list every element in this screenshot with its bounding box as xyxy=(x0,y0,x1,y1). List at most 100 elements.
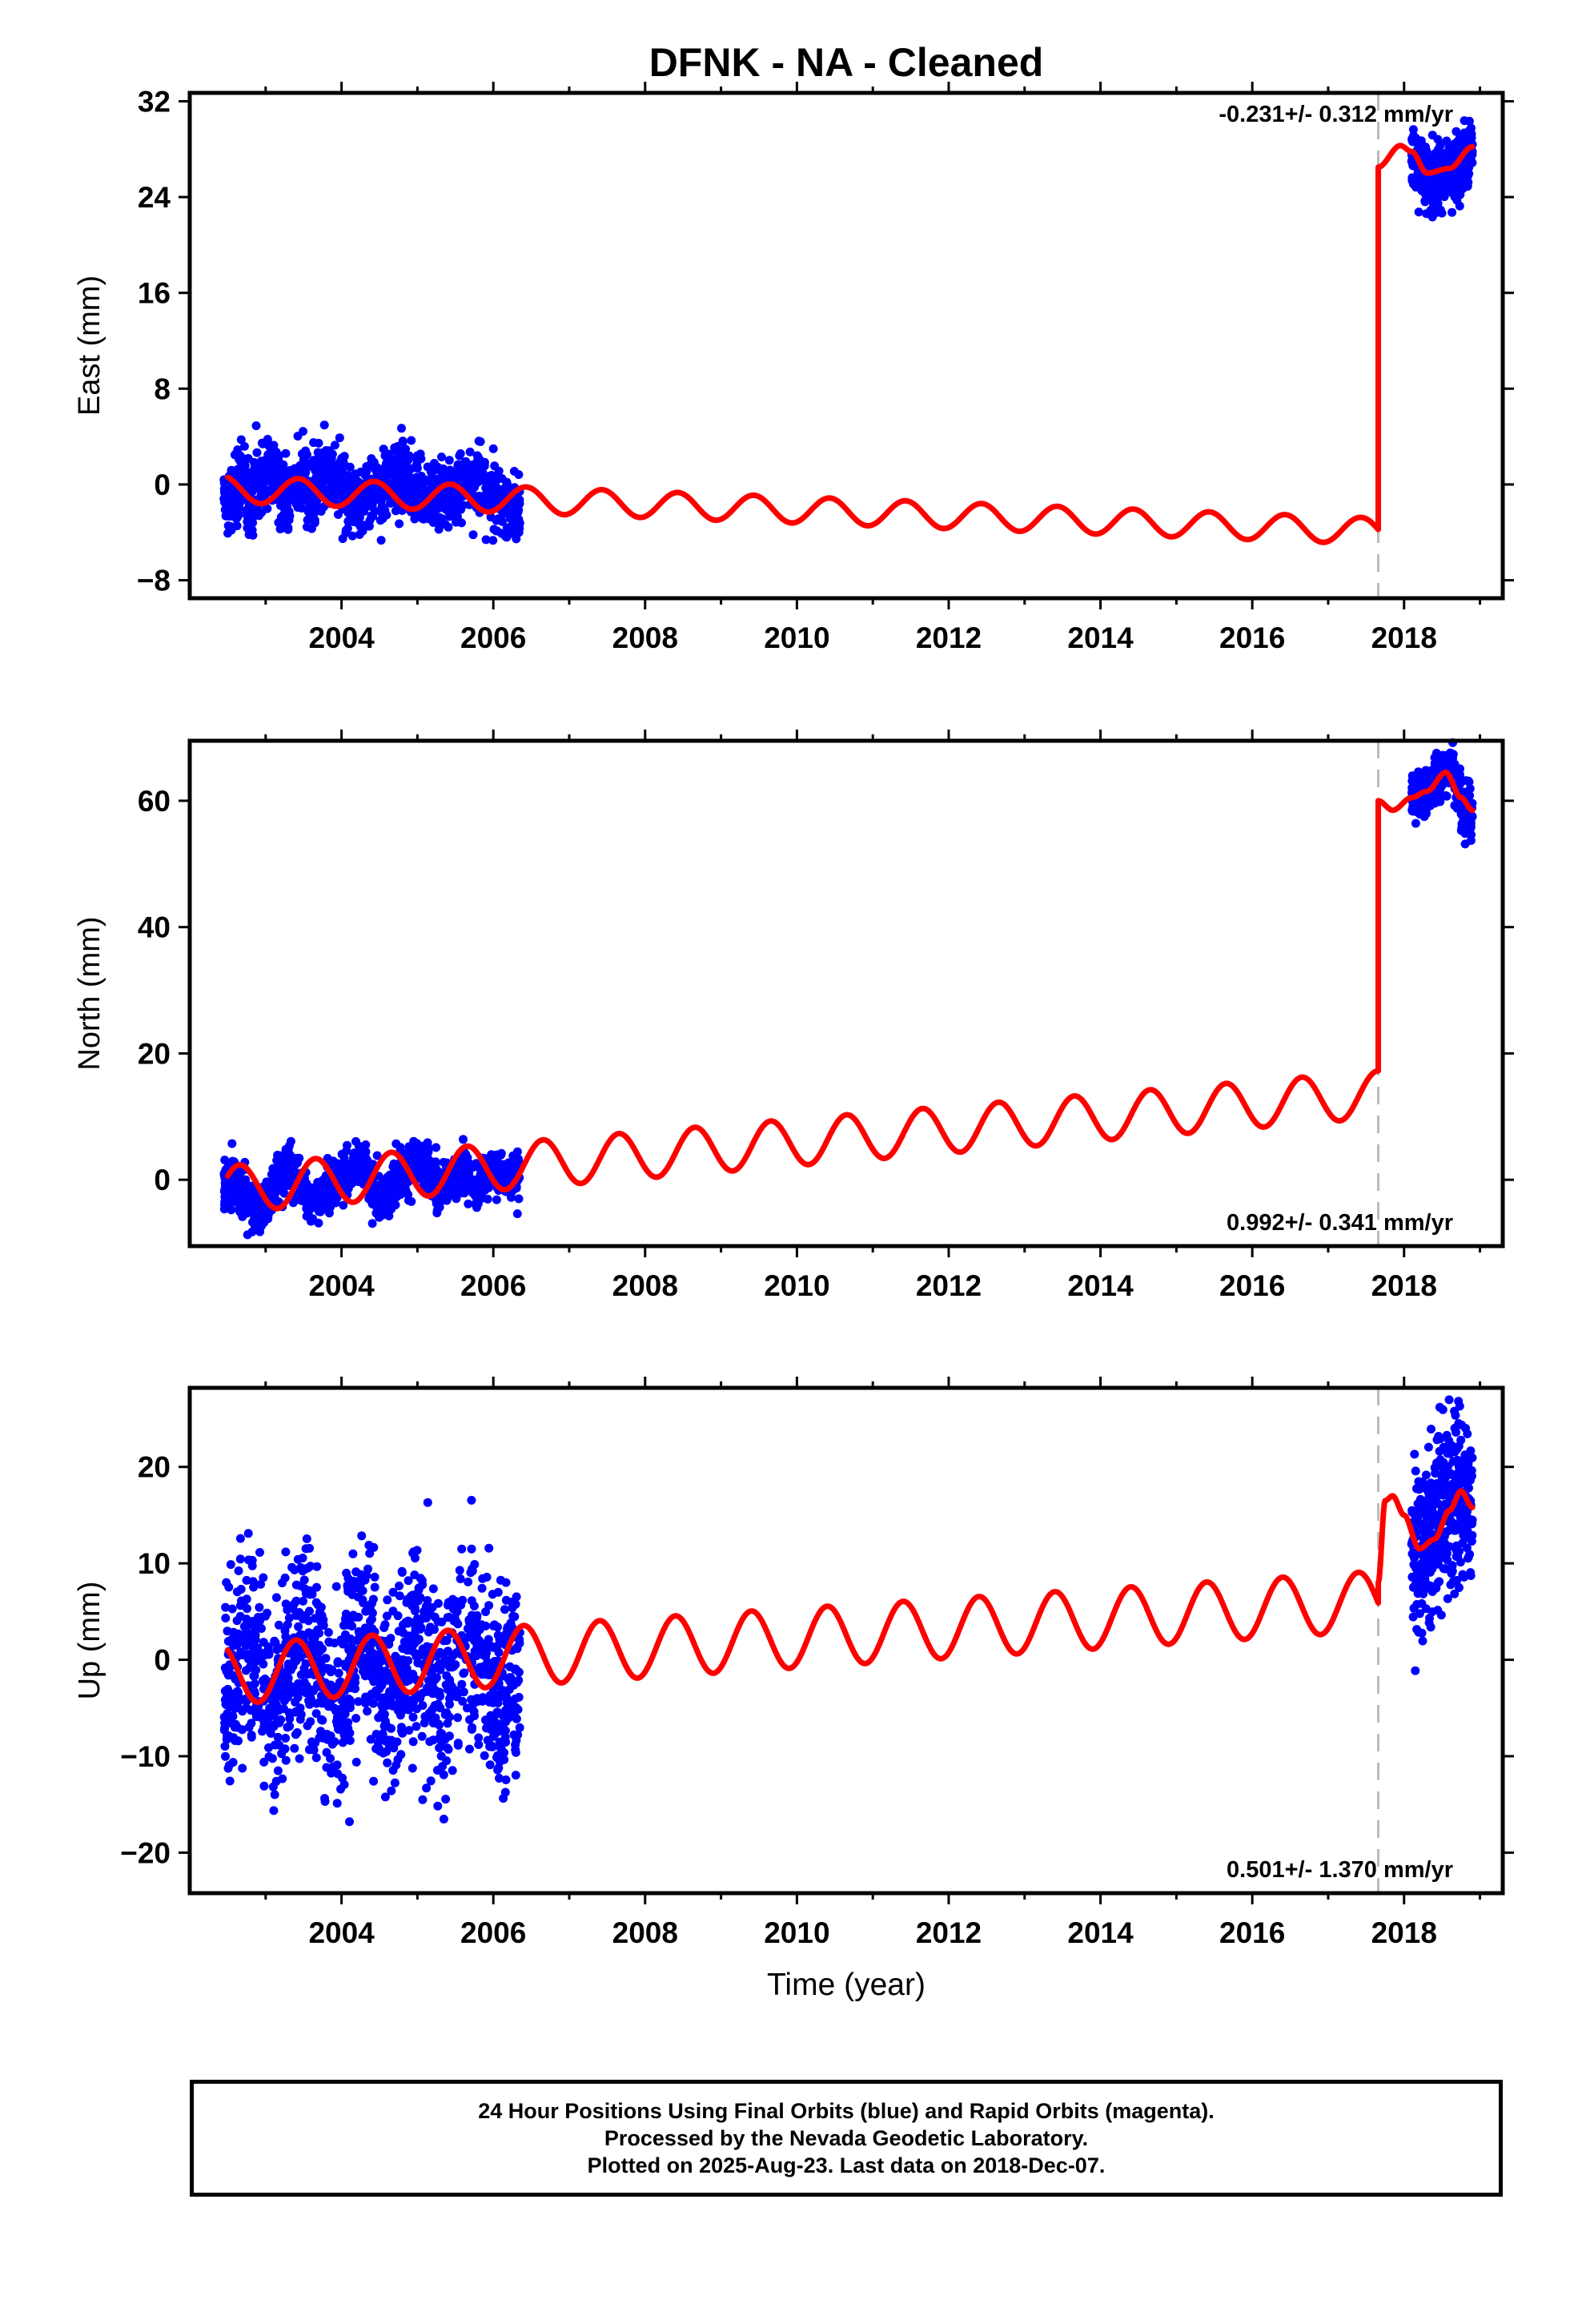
x-tick-label: 2006 xyxy=(460,621,526,654)
rate-annotation: -0.231+/- 0.312 mm/yr xyxy=(1219,102,1453,127)
data-point xyxy=(255,1548,264,1557)
series-point xyxy=(268,465,278,475)
data-point xyxy=(221,500,231,509)
data-point xyxy=(1452,195,1462,205)
data-point xyxy=(251,421,261,431)
data-point xyxy=(1452,127,1461,136)
y-tick-label: 24 xyxy=(138,181,171,214)
x-tick-label: 2012 xyxy=(916,1269,982,1302)
data-point xyxy=(442,1636,452,1645)
data-point xyxy=(488,1153,497,1163)
series-point xyxy=(488,489,498,499)
data-point xyxy=(1427,1425,1435,1433)
series-point xyxy=(466,1175,476,1184)
data-point xyxy=(1464,116,1474,126)
data-point xyxy=(236,435,246,444)
data-point xyxy=(428,1584,438,1594)
data-point xyxy=(250,1671,259,1681)
data-point xyxy=(1466,836,1476,845)
data-point xyxy=(291,1707,300,1717)
series-point xyxy=(314,1194,323,1204)
data-point xyxy=(291,1610,301,1620)
data-point xyxy=(294,464,303,473)
data-point xyxy=(350,1148,359,1158)
data-point xyxy=(452,517,460,527)
data-point xyxy=(301,1544,311,1554)
series-point xyxy=(322,470,331,480)
x-tick-label: 2012 xyxy=(916,621,982,654)
data-point xyxy=(300,1614,310,1623)
series-point xyxy=(504,1172,513,1181)
data-point xyxy=(247,525,257,535)
data-point xyxy=(365,1600,375,1610)
x-tick-label: 2010 xyxy=(764,621,829,654)
data-point xyxy=(263,455,272,464)
data-point xyxy=(319,1733,327,1743)
data-point xyxy=(255,1220,264,1229)
series-point xyxy=(458,1165,468,1175)
series-point xyxy=(359,492,369,501)
data-point xyxy=(337,1704,346,1714)
data-point xyxy=(304,1628,314,1638)
data-point xyxy=(453,1180,463,1189)
data-point xyxy=(333,1769,343,1779)
data-point xyxy=(371,1744,381,1754)
data-point xyxy=(227,1604,237,1614)
data-point xyxy=(351,1757,361,1767)
plot-frame xyxy=(187,90,1505,601)
data-point xyxy=(436,1751,446,1761)
data-point xyxy=(412,1546,422,1555)
data-point xyxy=(259,1757,269,1767)
data-point xyxy=(258,439,267,448)
data-point xyxy=(333,1657,343,1667)
data-point xyxy=(304,1606,314,1616)
data-point xyxy=(1418,1636,1427,1646)
data-point xyxy=(321,1654,331,1663)
data-point xyxy=(256,1579,266,1589)
data-point xyxy=(481,535,491,545)
series-point xyxy=(412,1153,422,1163)
data-point xyxy=(410,1143,420,1152)
data-point xyxy=(1465,784,1475,794)
data-point xyxy=(1450,188,1460,198)
data-point xyxy=(224,1582,234,1592)
data-point xyxy=(380,1667,390,1676)
data-point xyxy=(291,1656,301,1666)
data-point xyxy=(509,1730,519,1739)
data-point xyxy=(366,1617,375,1626)
data-point xyxy=(1430,149,1439,159)
data-point xyxy=(467,1725,476,1734)
series-point xyxy=(473,1181,483,1191)
data-point xyxy=(351,469,360,479)
data-point xyxy=(313,1625,323,1634)
data-point xyxy=(423,1596,432,1605)
data-point xyxy=(391,1139,401,1148)
data-point xyxy=(412,1722,421,1731)
data-point xyxy=(270,453,279,463)
data-point xyxy=(253,1613,263,1622)
data-point xyxy=(223,1731,232,1741)
data-point xyxy=(423,1498,432,1507)
data-point xyxy=(339,456,348,465)
series-point xyxy=(344,1165,354,1175)
data-point xyxy=(301,450,310,459)
data-point xyxy=(439,1770,448,1779)
data-point xyxy=(341,528,351,537)
data-point xyxy=(269,1711,279,1720)
data-point xyxy=(472,1613,482,1622)
data-point xyxy=(318,1176,327,1185)
data-point xyxy=(465,1744,474,1754)
data-point xyxy=(264,1743,273,1752)
data-point xyxy=(226,1560,235,1570)
data-point xyxy=(468,1564,477,1574)
data-point xyxy=(383,1758,392,1767)
data-point xyxy=(1464,777,1474,786)
data-point xyxy=(233,1687,243,1696)
data-point xyxy=(410,1603,420,1613)
x-tick-label: 2008 xyxy=(612,621,678,654)
data-point xyxy=(476,437,485,446)
data-point xyxy=(235,1534,245,1543)
data-point xyxy=(342,1146,351,1156)
